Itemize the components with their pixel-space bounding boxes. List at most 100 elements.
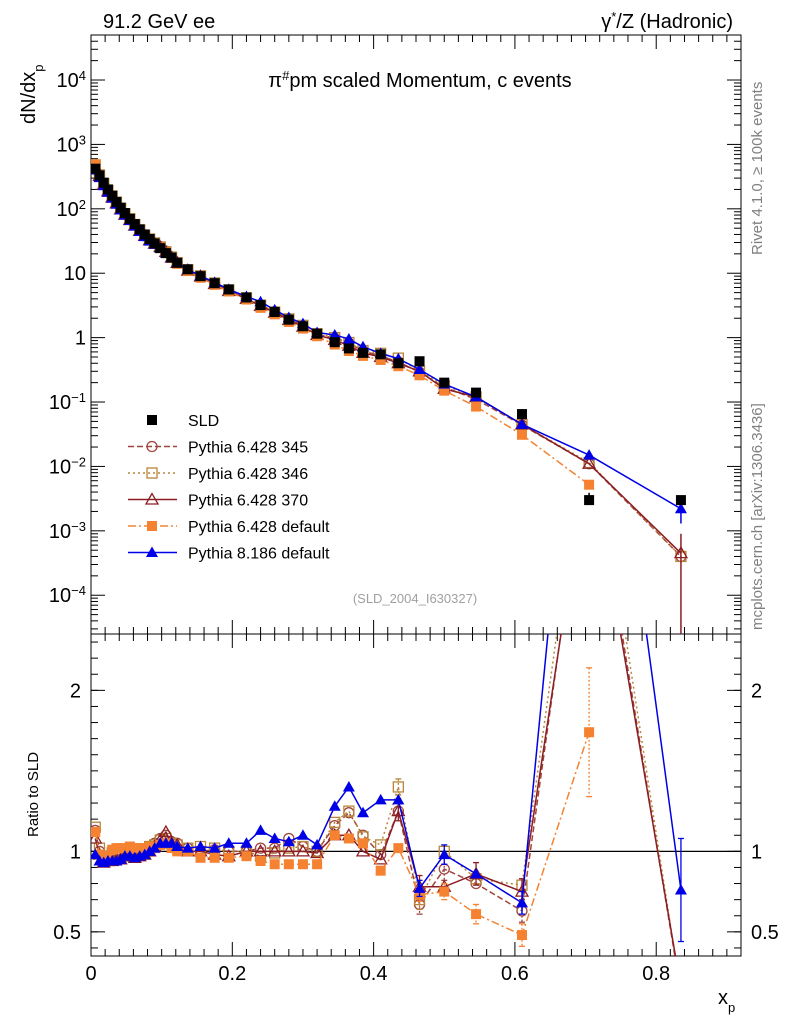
- main-plot-frame: [90, 34, 742, 635]
- ratio-point: [309, 845, 325, 859]
- x-tick-label: 0.2: [218, 963, 246, 985]
- main-y-tick-label: 10−4: [49, 583, 86, 608]
- data-point: [297, 321, 308, 332]
- ratio-point: [195, 852, 206, 863]
- data-point: [328, 328, 341, 340]
- legend-marker: [147, 521, 157, 531]
- ratio-point: [438, 848, 451, 860]
- series-pythia-8-186-default: [91, 164, 687, 524]
- ratio-point: [373, 852, 388, 865]
- ratio-series-pythia-8-186-default: [91, 201, 687, 943]
- header-right-label: γ*/Z (Hadronic): [601, 9, 733, 34]
- main-plot-title: π#pm scaled Momentum, c events: [268, 68, 571, 93]
- ratio-point: [172, 846, 183, 857]
- data-point: [102, 184, 113, 195]
- ratio-point: [584, 396, 594, 406]
- legend-marker: [144, 492, 160, 505]
- data-point: [375, 354, 386, 365]
- ratio-point: [267, 844, 282, 857]
- analysis-id-label: (SLD_2004_I630327): [353, 591, 477, 606]
- legend-marker: [146, 546, 158, 557]
- data-point: [673, 545, 689, 559]
- ratio-point: [328, 800, 341, 811]
- data-point: [111, 196, 122, 207]
- main-y-tick-label: 1: [75, 328, 86, 350]
- data-point: [471, 401, 482, 412]
- data-point: [515, 418, 528, 429]
- ratio-point: [295, 844, 311, 857]
- data-point: [516, 429, 527, 440]
- rivet-version-label: Rivet 4.1.0, ≥ 100k events: [749, 82, 766, 255]
- ratio-point: [283, 859, 294, 870]
- legend-marker: [147, 415, 157, 425]
- ratio-point: [171, 840, 184, 852]
- legend-label: Pythia 6.428 345: [188, 440, 308, 457]
- legend-entry: Pythia 6.428 370: [128, 492, 308, 510]
- legend-label: Pythia 6.428 default: [188, 519, 330, 536]
- legend: SLD Pythia 6.428 345 Pythia 6.428 346 Pythi…: [128, 413, 330, 563]
- ratio-y-tick-label: 0.5: [53, 922, 81, 944]
- data-point: [134, 224, 145, 235]
- ratio-point: [515, 896, 528, 908]
- ratio-point: [676, 988, 686, 998]
- data-point: [129, 219, 140, 230]
- data-point: [358, 347, 369, 358]
- ratio-point: [358, 838, 369, 849]
- main-y-tick-label: 103: [57, 132, 86, 157]
- data-point: [149, 238, 160, 249]
- ratio-point: [255, 856, 266, 867]
- ratio-y-tick-label: 1: [70, 841, 81, 863]
- main-y-axis-label: dN/dxp: [18, 65, 46, 124]
- main-y-tick-label: 10−2: [49, 454, 86, 479]
- data-point: [675, 495, 686, 506]
- data-point: [343, 343, 354, 354]
- ratio-point: [676, 988, 686, 998]
- data-point: [375, 349, 386, 360]
- ratio-point: [374, 793, 387, 805]
- data-point: [119, 208, 130, 219]
- data-point: [439, 377, 450, 388]
- x-tick-label: 0.4: [360, 963, 388, 985]
- ratio-point: [208, 842, 221, 853]
- ratio-point: [470, 867, 483, 879]
- data-point: [182, 264, 193, 275]
- ratio-point: [584, 428, 594, 438]
- data-point: [329, 337, 340, 348]
- data-point: [160, 248, 171, 259]
- data-point: [115, 202, 126, 213]
- ratio-point: [158, 824, 174, 838]
- main-series-group: [91, 159, 689, 634]
- ratio-point: [393, 843, 404, 854]
- data-point: [516, 409, 527, 420]
- data-point: [269, 306, 280, 317]
- data-point: [584, 495, 595, 506]
- data-point: [223, 284, 234, 295]
- data-point: [439, 385, 450, 396]
- ratio-point: [143, 845, 156, 856]
- legend-marker: [146, 467, 158, 479]
- data-point: [155, 243, 166, 254]
- data-point: [241, 292, 252, 303]
- ratio-point: [166, 843, 177, 854]
- ratio-point: [241, 851, 252, 862]
- ratio-y-tick-label: 2: [70, 680, 81, 702]
- ratio-point: [583, 201, 595, 212]
- x-tick-label: 0.8: [642, 963, 670, 985]
- data-point: [91, 163, 101, 174]
- ratio-point: [268, 832, 281, 843]
- ratio-point: [254, 824, 267, 835]
- data-point: [195, 271, 206, 282]
- main-y-tick-label: 10−3: [49, 518, 86, 543]
- ratio-point: [297, 859, 308, 870]
- ratio-point: [138, 848, 151, 860]
- data-point: [209, 278, 220, 289]
- main-y-tick-label: 104: [57, 68, 86, 93]
- ratio-point: [194, 840, 207, 852]
- ratio-point: [311, 838, 324, 850]
- series-sld: [91, 163, 686, 506]
- ratio-y-tick-label-right: 2: [751, 680, 762, 702]
- data-point: [98, 177, 109, 188]
- x-tick-label: 0.6: [501, 963, 529, 985]
